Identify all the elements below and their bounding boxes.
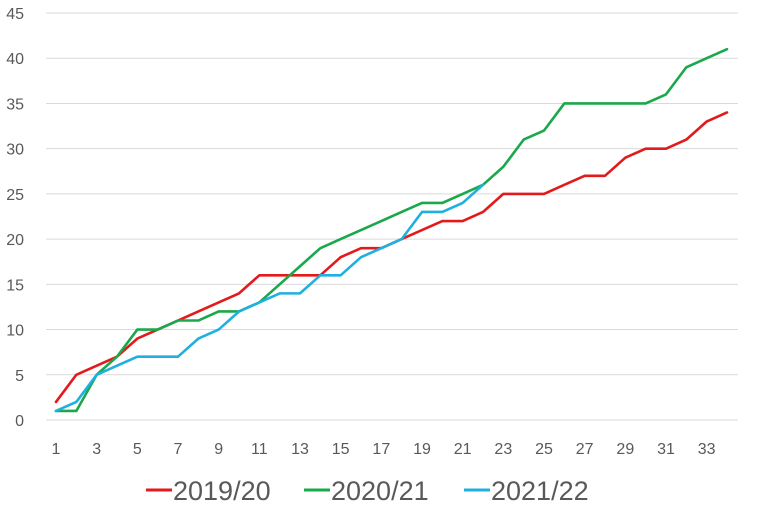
y-tick-label: 25 bbox=[6, 187, 24, 204]
x-tick-label: 27 bbox=[576, 441, 594, 458]
y-tick-label: 35 bbox=[6, 96, 24, 113]
x-axis: 1 3 5 7 9 11 13 15 17 19 21 23 25 27 29 31 33 bbox=[52, 441, 716, 458]
series-line-2019-20 bbox=[54, 111, 729, 404]
y-axis: 0 5 10 15 20 25 30 35 40 45 bbox=[6, 6, 24, 430]
x-tick-label: 1 bbox=[52, 441, 61, 458]
y-tick-label: 0 bbox=[15, 413, 24, 430]
y-tick-label: 45 bbox=[6, 6, 24, 23]
x-tick-label: 21 bbox=[454, 441, 472, 458]
legend-label: 2020/21 bbox=[331, 476, 429, 506]
legend-entry: 2020/21 bbox=[304, 476, 429, 506]
legend: 2019/20 2020/21 2021/22 bbox=[146, 476, 589, 506]
legend-entry: 2019/20 bbox=[146, 476, 271, 506]
y-tick-label: 10 bbox=[6, 323, 24, 340]
x-tick-label: 7 bbox=[174, 441, 183, 458]
x-tick-label: 11 bbox=[251, 441, 268, 458]
y-tick-label: 30 bbox=[6, 142, 24, 159]
y-tick-label: 40 bbox=[6, 51, 24, 68]
x-tick-label: 29 bbox=[616, 441, 634, 458]
x-tick-label: 33 bbox=[698, 441, 716, 458]
x-tick-label: 3 bbox=[92, 441, 101, 458]
y-tick-label: 5 bbox=[15, 368, 24, 385]
x-tick-label: 23 bbox=[494, 441, 512, 458]
legend-label: 2021/22 bbox=[491, 476, 589, 506]
x-tick-label: 31 bbox=[657, 441, 675, 458]
x-tick-label: 17 bbox=[372, 441, 390, 458]
gridlines bbox=[46, 12, 738, 421]
x-tick-label: 13 bbox=[291, 441, 309, 458]
series-lines bbox=[54, 47, 729, 413]
series-line-2020-21 bbox=[54, 47, 729, 413]
y-tick-label: 20 bbox=[6, 232, 24, 249]
x-tick-label: 5 bbox=[133, 441, 142, 458]
series-line-2021-22 bbox=[54, 183, 485, 413]
legend-entry: 2021/22 bbox=[464, 476, 589, 506]
legend-label: 2019/20 bbox=[173, 476, 271, 506]
x-tick-label: 9 bbox=[214, 441, 223, 458]
x-tick-label: 19 bbox=[413, 441, 431, 458]
x-tick-label: 25 bbox=[535, 441, 553, 458]
x-tick-label: 15 bbox=[332, 441, 350, 458]
y-tick-label: 15 bbox=[6, 277, 24, 294]
